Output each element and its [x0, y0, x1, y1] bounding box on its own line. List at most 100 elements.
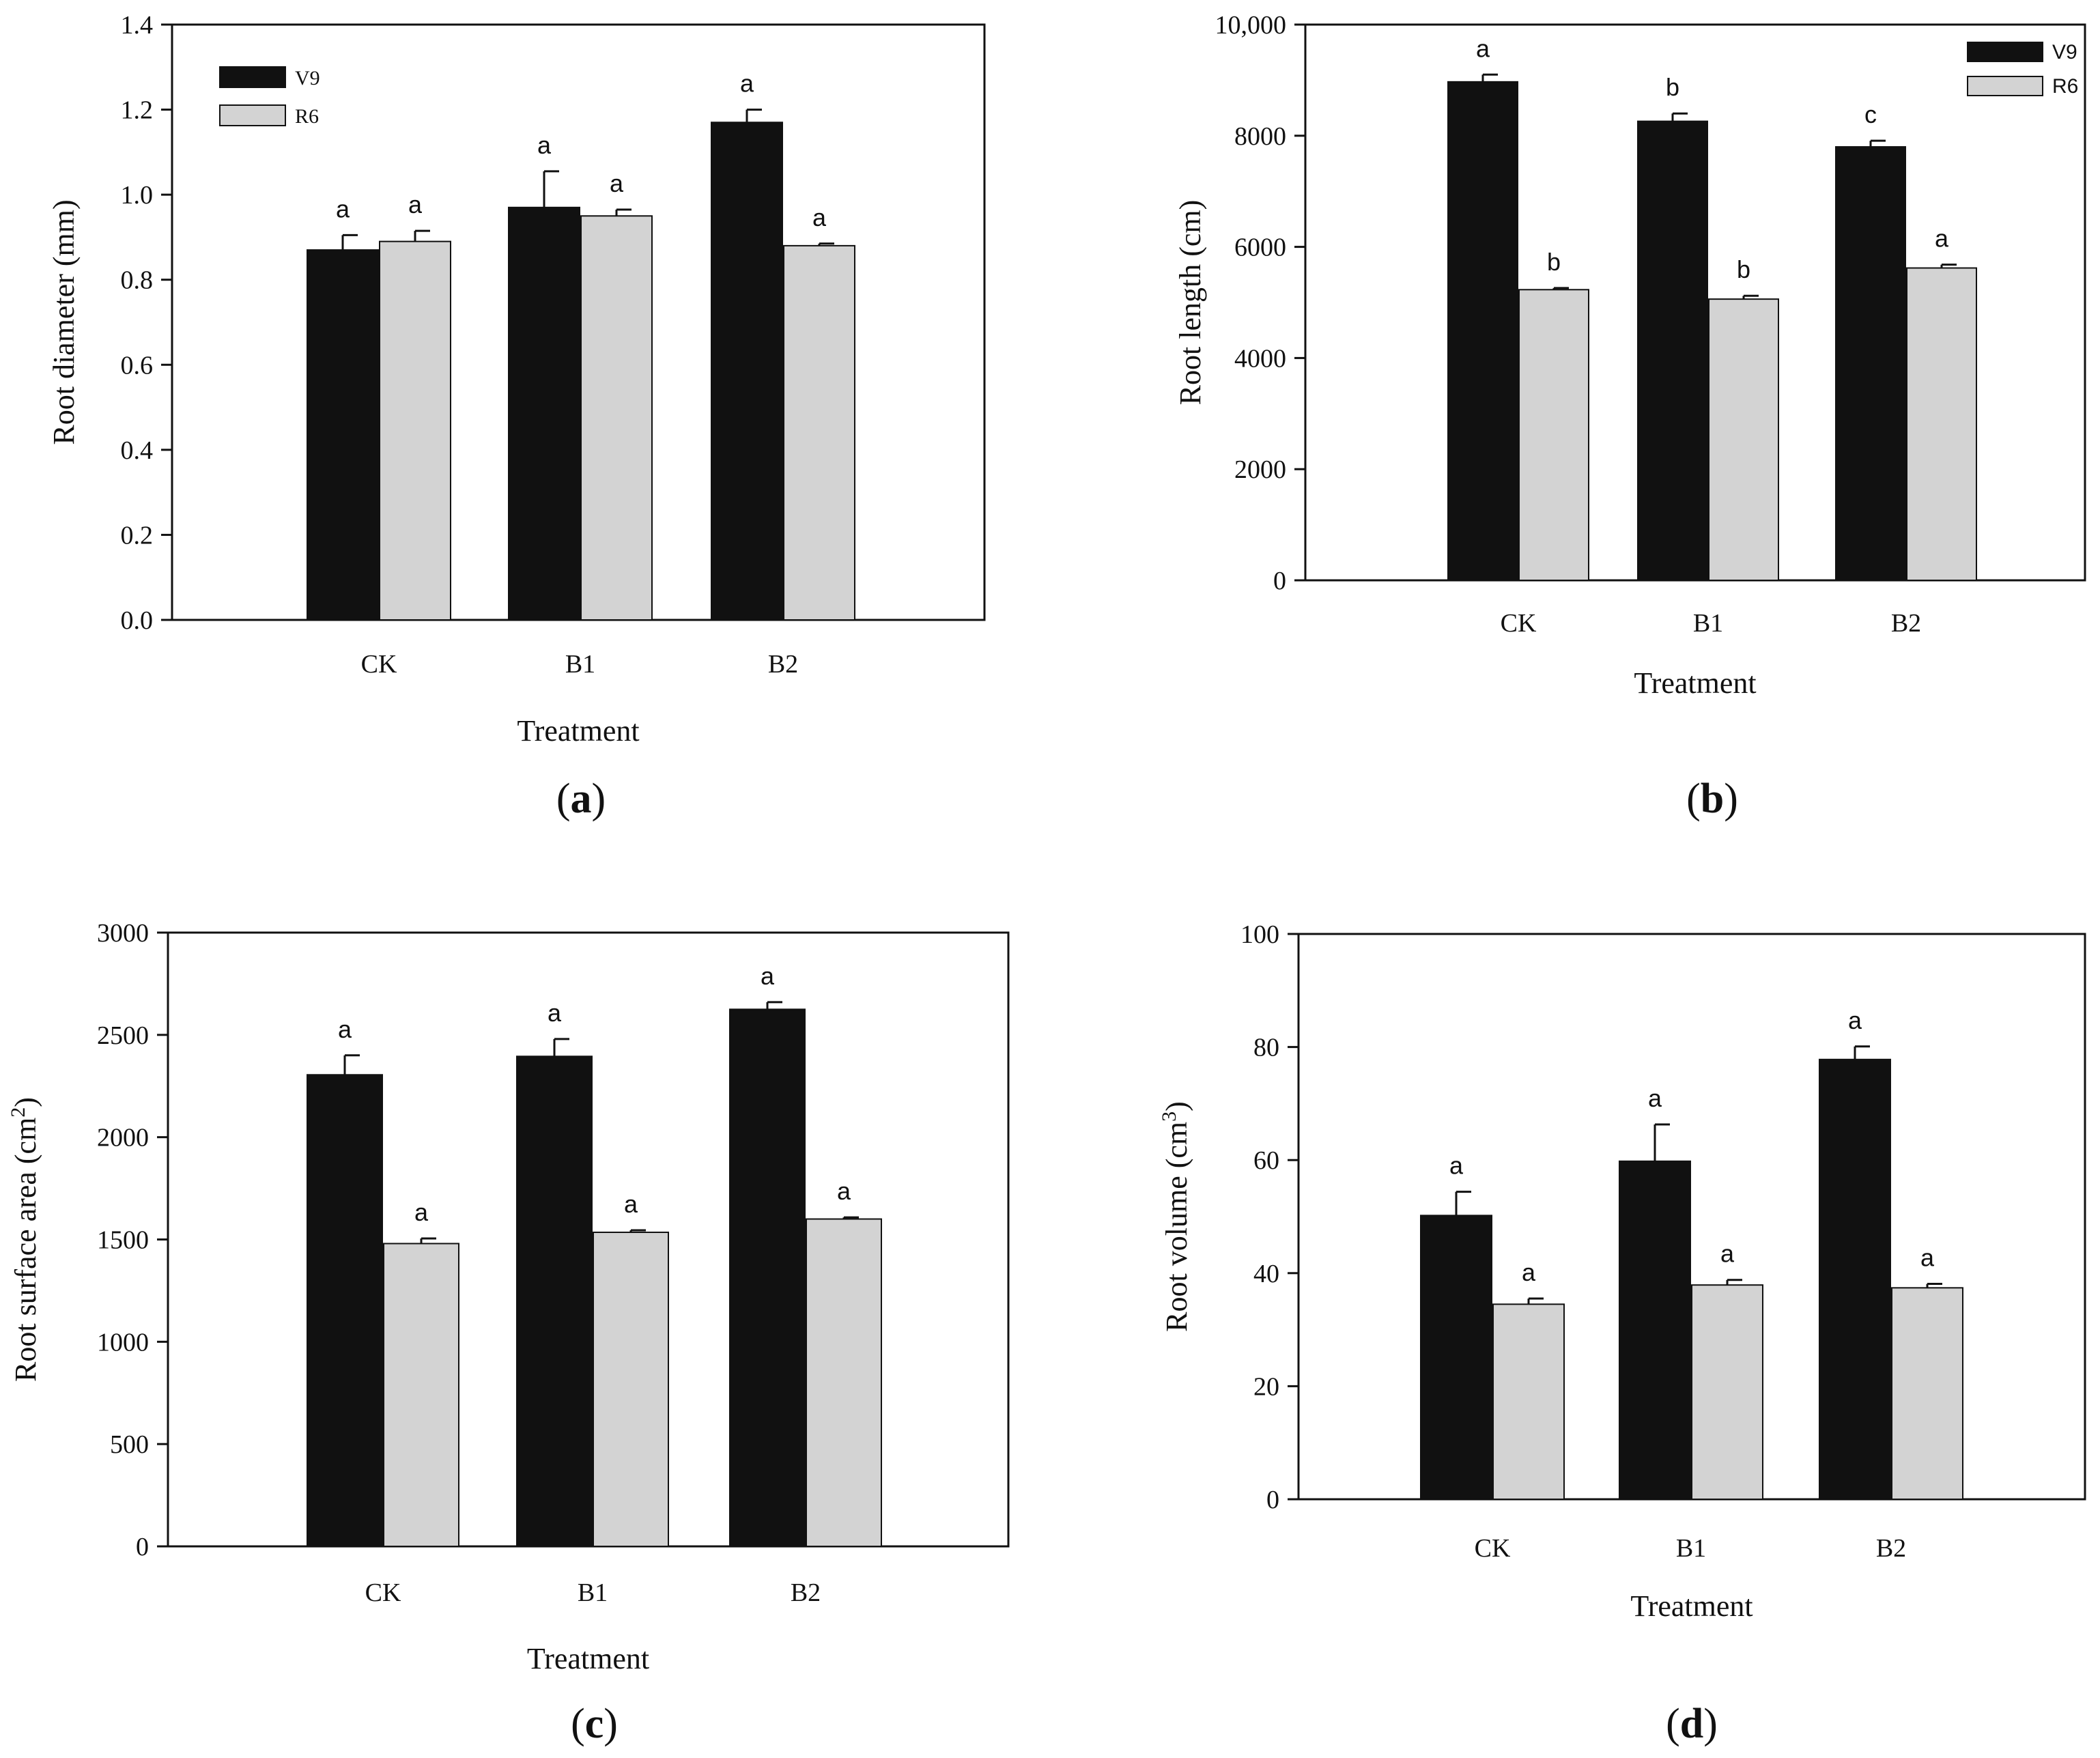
chart-panel-a: 0.0 0.2 0.4 0.6 0.8 1.0 1.2 1.4 a a CK a a B1 a a B2 Trea… [47, 11, 986, 822]
bar-r6-b2 [1906, 267, 1977, 581]
significance-letter: a [761, 962, 775, 990]
y-tick-label: 60 [1253, 1146, 1279, 1175]
x-tick-label: B2 [768, 650, 798, 679]
bar-r6-ck [379, 240, 451, 621]
x-tick-label: CK [365, 1578, 401, 1607]
y-tick-label: 1500 [97, 1226, 149, 1255]
bar-v9-b1 [1637, 120, 1708, 582]
bar-v9-b2 [729, 1008, 806, 1547]
y-tick-label: 3000 [97, 919, 149, 948]
x-axis-title: Treatment [517, 714, 639, 748]
x-tick-label: CK [1475, 1534, 1511, 1563]
x-tick-label: B1 [1676, 1534, 1706, 1563]
significance-letter: b [1737, 255, 1750, 283]
bar-r6-b2 [783, 244, 855, 621]
significance-letter: a [1522, 1258, 1536, 1286]
bar-v9-b1 [1619, 1160, 1691, 1500]
y-tick-label: 0.6 [121, 351, 154, 380]
y-tick-label: 0.4 [121, 436, 154, 465]
significance-letter: a [414, 1198, 429, 1226]
bar-r6-b1 [1691, 1284, 1763, 1500]
y-tick-label: 8000 [1234, 122, 1286, 151]
significance-letter: c [1864, 100, 1877, 128]
significance-letter: a [1476, 34, 1490, 62]
bar-v9-ck [307, 1074, 383, 1547]
bar-v9-b2 [1835, 146, 1906, 581]
significance-letter: a [1449, 1152, 1464, 1180]
x-tick-label: B1 [1693, 609, 1723, 638]
y-tick-label: 0.2 [121, 521, 154, 550]
legend-label-r6: R6 [295, 105, 319, 128]
bar-v9-b1 [508, 206, 580, 621]
y-tick-label: 4000 [1234, 344, 1286, 373]
x-axis-title: Treatment [1634, 666, 1756, 700]
significance-letter: a [837, 1177, 851, 1205]
y-tick-label: 0 [1266, 1486, 1279, 1514]
bar-r6-ck [1492, 1303, 1565, 1500]
y-axis-title: Root length (cm) [1174, 200, 1207, 406]
x-tick-label: CK [361, 650, 397, 679]
y-tick-label: 1.2 [121, 96, 154, 125]
bar-r6-ck [1518, 289, 1589, 581]
y-tick-label: 1000 [97, 1328, 149, 1357]
bar-r6-b2 [806, 1218, 882, 1547]
x-axis-title: Treatment [527, 1642, 649, 1675]
bar-r6-b2 [1891, 1287, 1963, 1500]
bar-v9-ck [307, 249, 379, 621]
x-tick-label: B1 [578, 1578, 608, 1607]
legend-label-v9: V9 [2052, 41, 2077, 63]
y-tick-label: 2000 [97, 1124, 149, 1152]
y-tick-label: 500 [110, 1430, 149, 1459]
bar-v9-ck [1447, 81, 1518, 582]
y-axis-title: Root volume (cm3) [1158, 1101, 1193, 1332]
x-tick-label: CK [1501, 609, 1537, 638]
significance-letter: a [1920, 1244, 1935, 1272]
bar-r6-b1 [593, 1232, 669, 1548]
legend-swatch-v9 [219, 66, 286, 88]
x-tick-label: B2 [1876, 1534, 1906, 1563]
legend-swatch-v9 [1967, 42, 2043, 62]
y-axis-title: Root surface area (cm2) [7, 1097, 42, 1382]
y-tick-label: 40 [1253, 1260, 1279, 1288]
y-tick-label: 100 [1240, 920, 1279, 949]
legend-swatch-r6 [219, 104, 286, 126]
x-axis-title: Treatment [1630, 1589, 1753, 1623]
y-tick-label: 0.0 [121, 606, 154, 635]
legend-label-r6: R6 [2052, 75, 2078, 98]
y-axis-title: Root diameter (mm) [47, 199, 81, 444]
y-tick-label: 2000 [1234, 455, 1286, 484]
y-tick-label: 10,000 [1215, 11, 1287, 40]
x-tick-label: B1 [565, 650, 595, 679]
legend-label-v9: V9 [295, 67, 320, 89]
bar-v9-b1 [516, 1055, 593, 1547]
panel-label: (d) [1666, 1701, 1718, 1747]
x-tick-label: B2 [791, 1578, 821, 1607]
significance-letter: a [336, 195, 350, 223]
bar-v9-ck [1420, 1215, 1492, 1500]
y-tick-label: 0 [136, 1533, 149, 1561]
bar-r6-ck [383, 1243, 459, 1547]
significance-letter: a [1848, 1006, 1862, 1034]
chart-panel-b: 0 2000 4000 6000 8000 10,000 a b CK b b B1 c a B2 Treat… [1174, 11, 2086, 822]
chart-panel-d: 0 20 40 60 80 100 a a CK a a B1 a a B2 Treatment Root vo… [1158, 920, 2086, 1747]
bar-v9-b2 [711, 122, 783, 621]
y-tick-label: 80 [1253, 1034, 1279, 1062]
y-tick-label: 20 [1253, 1372, 1279, 1401]
x-tick-label: B2 [1891, 609, 1921, 638]
panel-label: (a) [556, 776, 606, 822]
legend-swatch-r6 [1967, 76, 2043, 96]
panel-label: (c) [571, 1701, 618, 1747]
significance-letter: a [610, 169, 624, 197]
significance-letter: a [624, 1190, 638, 1218]
bar-v9-b2 [1819, 1058, 1891, 1501]
y-tick-label: 0 [1273, 567, 1286, 595]
significance-letter: a [338, 1015, 352, 1043]
y-tick-label: 1.4 [121, 11, 154, 40]
chart-panel-c: 0 500 1000 1500 2000 2500 3000 a a CK a a B1 a a B2 Trea… [7, 919, 1010, 1747]
significance-letter: a [1648, 1084, 1662, 1112]
y-tick-label: 0.8 [121, 266, 154, 295]
significance-letter: a [812, 203, 827, 231]
significance-letter: a [1720, 1240, 1735, 1268]
bar-r6-b1 [580, 215, 653, 621]
